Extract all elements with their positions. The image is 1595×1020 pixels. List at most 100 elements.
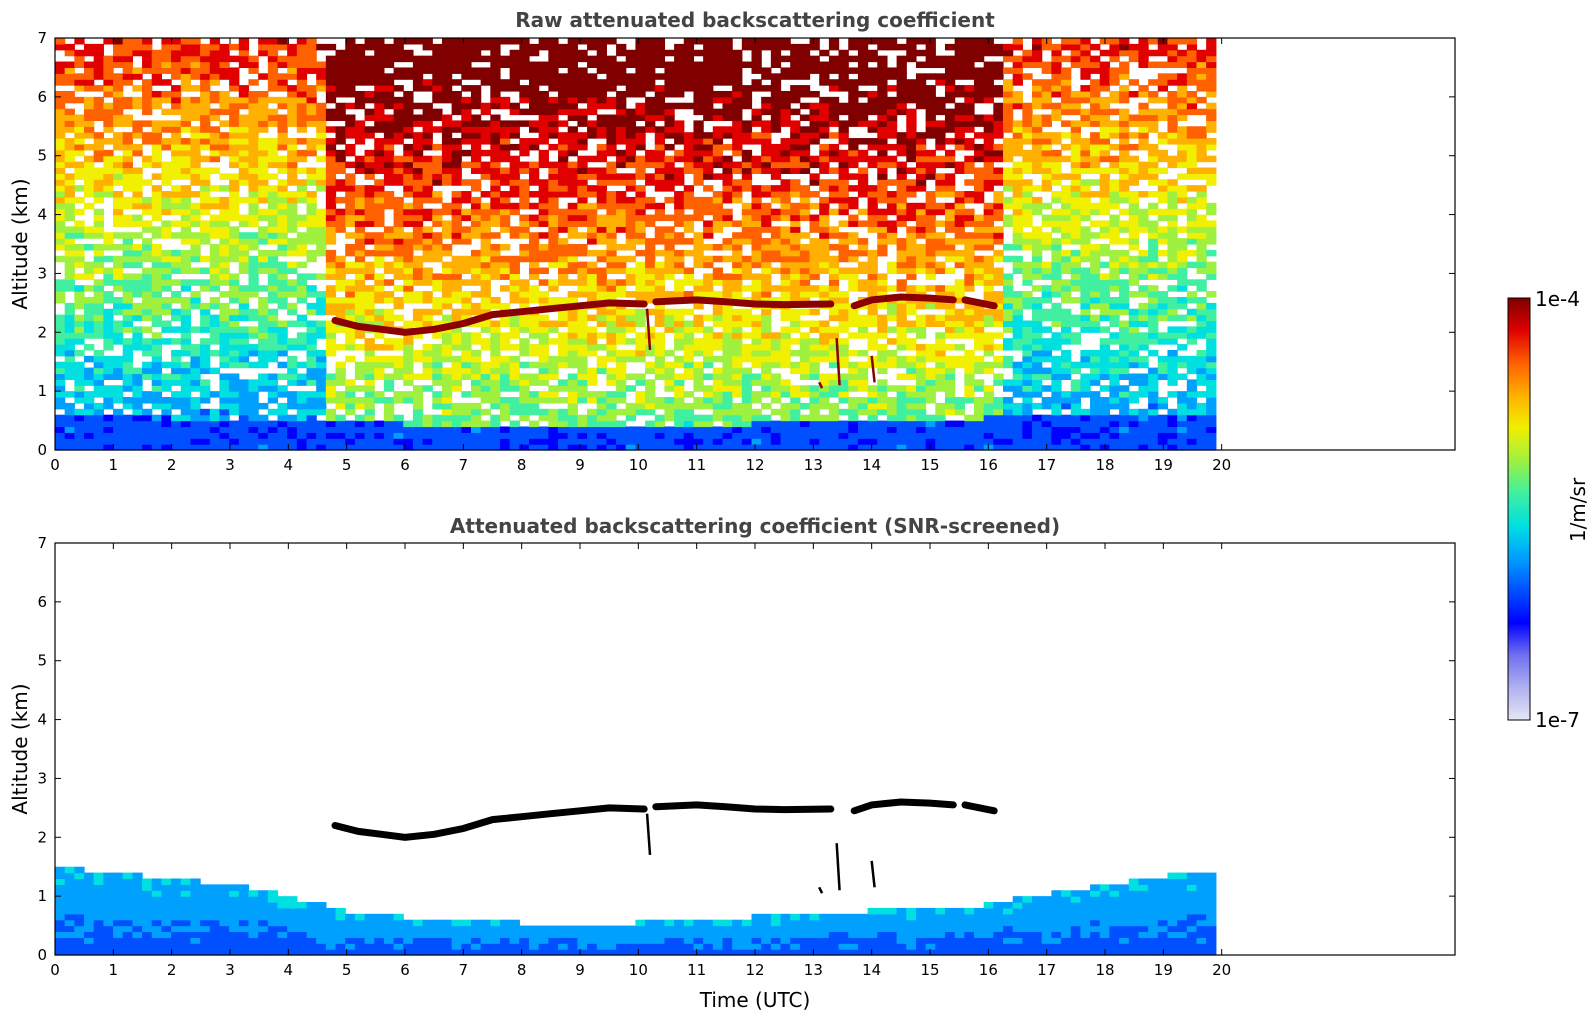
heatmap-cell xyxy=(848,385,859,392)
heatmap-cell xyxy=(915,285,927,292)
heatmap-cell xyxy=(354,308,366,316)
heatmap-cell xyxy=(809,349,820,357)
heatmap-cell xyxy=(499,267,511,275)
heatmap-cell xyxy=(703,196,714,204)
heatmap-cell xyxy=(664,249,675,257)
heatmap-cell xyxy=(55,420,66,428)
heatmap-cell xyxy=(877,391,888,398)
heatmap-cell xyxy=(364,79,375,86)
heatmap-cell xyxy=(248,149,259,157)
heatmap-cell xyxy=(335,273,346,280)
heatmap-cell xyxy=(161,420,172,428)
heatmap-cell xyxy=(799,432,811,439)
heatmap-cell xyxy=(200,238,211,245)
heatmap-cell xyxy=(529,373,540,380)
heatmap-cell xyxy=(84,49,95,57)
heatmap-cell xyxy=(490,397,501,404)
heatmap-cell xyxy=(180,191,192,198)
heatmap-cell xyxy=(896,67,907,74)
heatmap-cell xyxy=(190,414,201,422)
heatmap-cell xyxy=(799,85,811,92)
heatmap-cell xyxy=(828,273,840,280)
heatmap-cell xyxy=(393,179,404,186)
heatmap-cell xyxy=(171,438,182,445)
heatmap-cell xyxy=(345,444,356,451)
heatmap-cell xyxy=(364,379,375,386)
heatmap-cell xyxy=(171,397,182,404)
heatmap-cell xyxy=(819,432,830,439)
heatmap-cell xyxy=(635,332,646,339)
heatmap-cell xyxy=(374,43,385,51)
heatmap-cell xyxy=(751,61,762,69)
heatmap-cell xyxy=(548,196,559,204)
heatmap-cell xyxy=(180,414,192,422)
heatmap-cell xyxy=(838,132,849,139)
heatmap-cell xyxy=(287,320,298,327)
heatmap-cell xyxy=(258,320,269,327)
heatmap-cell xyxy=(780,232,791,239)
heatmap-cell xyxy=(219,349,230,357)
heatmap-cell xyxy=(712,138,724,145)
heatmap-cell xyxy=(587,79,598,86)
heatmap-cell xyxy=(122,326,133,333)
heatmap-cell xyxy=(93,61,104,69)
heatmap-cell xyxy=(364,414,375,422)
heatmap-cell xyxy=(674,232,685,239)
heatmap-cell xyxy=(335,73,346,80)
heatmap-cell xyxy=(248,308,259,316)
heatmap-cell xyxy=(461,355,472,363)
heatmap-cell xyxy=(509,55,520,63)
heatmap-cell xyxy=(693,196,704,204)
heatmap-cell xyxy=(451,402,462,410)
heatmap-cell xyxy=(828,344,840,351)
heatmap-cell xyxy=(558,238,569,245)
heatmap-cell xyxy=(780,379,791,386)
heatmap-cell xyxy=(712,255,724,263)
heatmap-cell xyxy=(799,102,811,110)
heatmap-cell xyxy=(441,114,453,121)
heatmap-cell xyxy=(703,420,714,428)
heatmap-cell xyxy=(393,55,404,63)
heatmap-cell xyxy=(451,155,462,163)
heatmap-cell xyxy=(751,414,762,422)
heatmap-cell xyxy=(857,426,869,433)
heatmap-cell xyxy=(664,367,675,375)
heatmap-cell xyxy=(722,102,733,110)
heatmap-cell xyxy=(519,414,530,422)
heatmap-cell xyxy=(567,261,578,269)
heatmap-cell xyxy=(200,155,211,163)
heatmap-cell xyxy=(354,43,366,51)
heatmap-cell xyxy=(190,220,201,227)
heatmap-cell xyxy=(674,85,685,92)
heatmap-cell xyxy=(915,302,927,310)
heatmap-cell xyxy=(548,161,559,169)
heatmap-cell xyxy=(683,67,695,74)
heatmap-cell xyxy=(490,132,501,139)
heatmap-cell xyxy=(509,320,520,327)
heatmap-cell xyxy=(819,196,830,204)
heatmap-cell xyxy=(316,302,327,310)
heatmap-cell xyxy=(877,232,888,239)
heatmap-cell xyxy=(635,79,646,86)
heatmap-cell xyxy=(848,420,859,428)
heatmap-cell xyxy=(654,173,666,180)
heatmap-cell xyxy=(741,161,753,169)
heatmap-cell xyxy=(732,179,743,186)
heatmap-cell xyxy=(171,391,182,398)
heatmap-cell xyxy=(364,391,375,398)
heatmap-cell xyxy=(306,285,317,292)
heatmap-cell xyxy=(741,155,753,163)
heatmap-cell xyxy=(906,391,917,398)
heatmap-cell xyxy=(761,426,772,433)
heatmap-cell xyxy=(722,444,733,451)
heatmap-cell xyxy=(828,143,840,151)
heatmap-cell xyxy=(606,143,617,151)
heatmap-cell xyxy=(277,167,288,174)
heatmap-cell xyxy=(258,226,269,233)
heatmap-cell xyxy=(229,420,240,428)
heatmap-cell xyxy=(238,38,250,45)
heatmap-cell xyxy=(412,314,424,322)
heatmap-cell xyxy=(548,167,559,174)
heatmap-cell xyxy=(113,302,124,310)
heatmap-cell xyxy=(461,102,472,110)
